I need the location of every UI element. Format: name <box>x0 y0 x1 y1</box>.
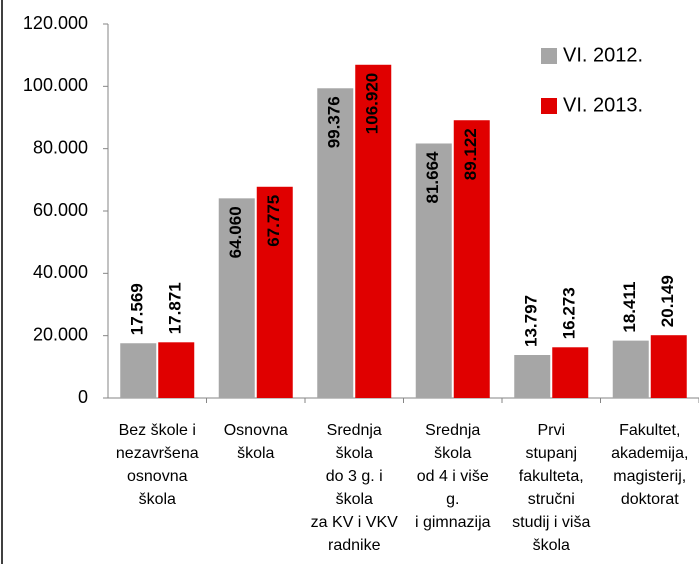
x-tick-label: i gimnazija <box>415 514 491 531</box>
data-label: 17.871 <box>166 282 185 334</box>
legend-swatch <box>541 48 557 64</box>
x-tick-label: za KV i VKV <box>311 514 398 531</box>
x-tick-label: Srednja <box>425 422 480 439</box>
data-label: 18.411 <box>620 282 639 333</box>
bar <box>218 198 255 398</box>
x-tick-label: Prvi <box>537 422 565 439</box>
x-tick-label: osnovna <box>127 468 188 485</box>
x-tick-label: škola <box>336 491 373 508</box>
x-tick-label: akademija, <box>611 445 688 462</box>
x-tick-label: škola <box>533 537 570 554</box>
bar <box>158 342 195 398</box>
data-label: 81.664 <box>423 151 442 204</box>
y-tick-label: 0 <box>78 387 88 407</box>
data-label: 16.273 <box>560 287 579 339</box>
y-tick-label: 40.000 <box>33 262 88 282</box>
data-label: 99.376 <box>325 96 344 148</box>
bar <box>120 343 157 398</box>
bar <box>552 347 589 398</box>
x-tick-label: Srednja <box>327 422 382 439</box>
data-label: 20.149 <box>658 275 677 327</box>
legend-label: VI. 2012. <box>563 44 643 66</box>
legend-swatch <box>541 98 557 114</box>
data-label: 17.569 <box>128 283 147 335</box>
x-tick-label: škola <box>237 445 274 462</box>
data-label: 106.920 <box>363 73 382 134</box>
x-tick-label: fakulteta, <box>519 468 584 485</box>
x-tick-label: Fakultet, <box>619 422 680 439</box>
x-tick-label: do 3 g. i <box>326 468 383 485</box>
bar <box>650 335 687 398</box>
x-tick-label: škola <box>139 491 176 508</box>
x-tick-label: radnike <box>328 537 381 554</box>
x-tick-label: stručni <box>528 491 575 508</box>
x-tick-label: Osnovna <box>224 422 288 439</box>
x-tick-label: stupanj <box>525 445 577 462</box>
bar <box>514 354 551 398</box>
bar <box>415 143 452 398</box>
y-tick-label: 60.000 <box>33 200 88 220</box>
bar <box>256 186 293 398</box>
data-label: 13.797 <box>522 295 541 347</box>
x-tick-label: Bez škole i <box>119 422 196 439</box>
x-tick-label: doktorat <box>621 491 679 508</box>
x-tick-label: magisterij, <box>613 468 686 485</box>
data-label: 64.060 <box>226 206 245 258</box>
x-tick-label: škola <box>434 445 471 462</box>
bar <box>317 88 354 398</box>
x-tick-label: studij i viša <box>512 514 590 531</box>
x-tick-label: g. <box>446 491 459 508</box>
legend-label: VI. 2013. <box>563 94 643 116</box>
x-tick-label: od 4 i više <box>417 468 489 485</box>
y-tick-label: 20.000 <box>33 324 88 344</box>
data-label: 67.775 <box>264 195 283 247</box>
data-label: 89.122 <box>461 128 480 180</box>
y-tick-label: 100.000 <box>23 75 88 95</box>
bar <box>355 64 392 399</box>
y-tick-label: 120.000 <box>23 13 88 33</box>
x-tick-label: nezavršena <box>116 445 199 462</box>
x-tick-label: škola <box>336 445 373 462</box>
y-tick-label: 80.000 <box>33 137 88 157</box>
bar <box>453 120 490 398</box>
bar <box>612 340 649 398</box>
